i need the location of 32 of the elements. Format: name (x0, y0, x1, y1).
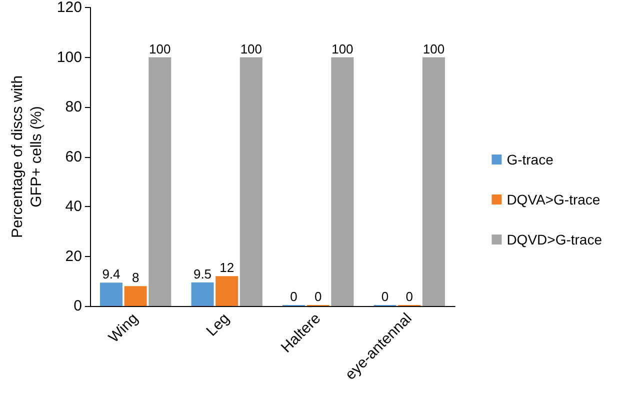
y-tick-label: 80 (65, 98, 82, 116)
y-tick-label: 100 (56, 48, 82, 66)
data-label: 100 (240, 41, 262, 56)
y-tick-label: 0 (74, 298, 82, 314)
y-tick-label: 20 (65, 248, 82, 265)
bar (124, 286, 147, 306)
legend-label: DQVD>G-trace (506, 232, 602, 248)
data-label: 0 (381, 289, 389, 304)
data-label: 12 (220, 260, 234, 276)
legend-label: G-trace (506, 152, 554, 168)
bar (216, 276, 238, 306)
data-label: 0 (406, 289, 413, 304)
data-label: 8 (132, 270, 140, 286)
y-tick-label: 60 (65, 148, 82, 166)
bar (240, 57, 262, 306)
x-tick-label: Leg (203, 310, 233, 340)
bar (100, 282, 122, 306)
y-tick-label: 120 (56, 0, 82, 16)
data-label: 9.5 (193, 266, 212, 282)
data-label: 100 (422, 41, 445, 56)
bar (331, 57, 354, 306)
data-label: 0 (314, 289, 322, 304)
bar (191, 282, 214, 306)
data-label: 100 (332, 41, 354, 56)
y-tick-label: 40 (65, 198, 82, 215)
y-axis-title: Percentage of discs with GFP+ cells (%) (9, 75, 45, 238)
data-label: 9.4 (102, 266, 120, 282)
bar (148, 57, 172, 306)
bar (422, 57, 445, 306)
legend-label: DQVA>G-trace (506, 192, 600, 208)
data-label: 100 (149, 41, 171, 56)
data-label: 0 (290, 289, 298, 304)
